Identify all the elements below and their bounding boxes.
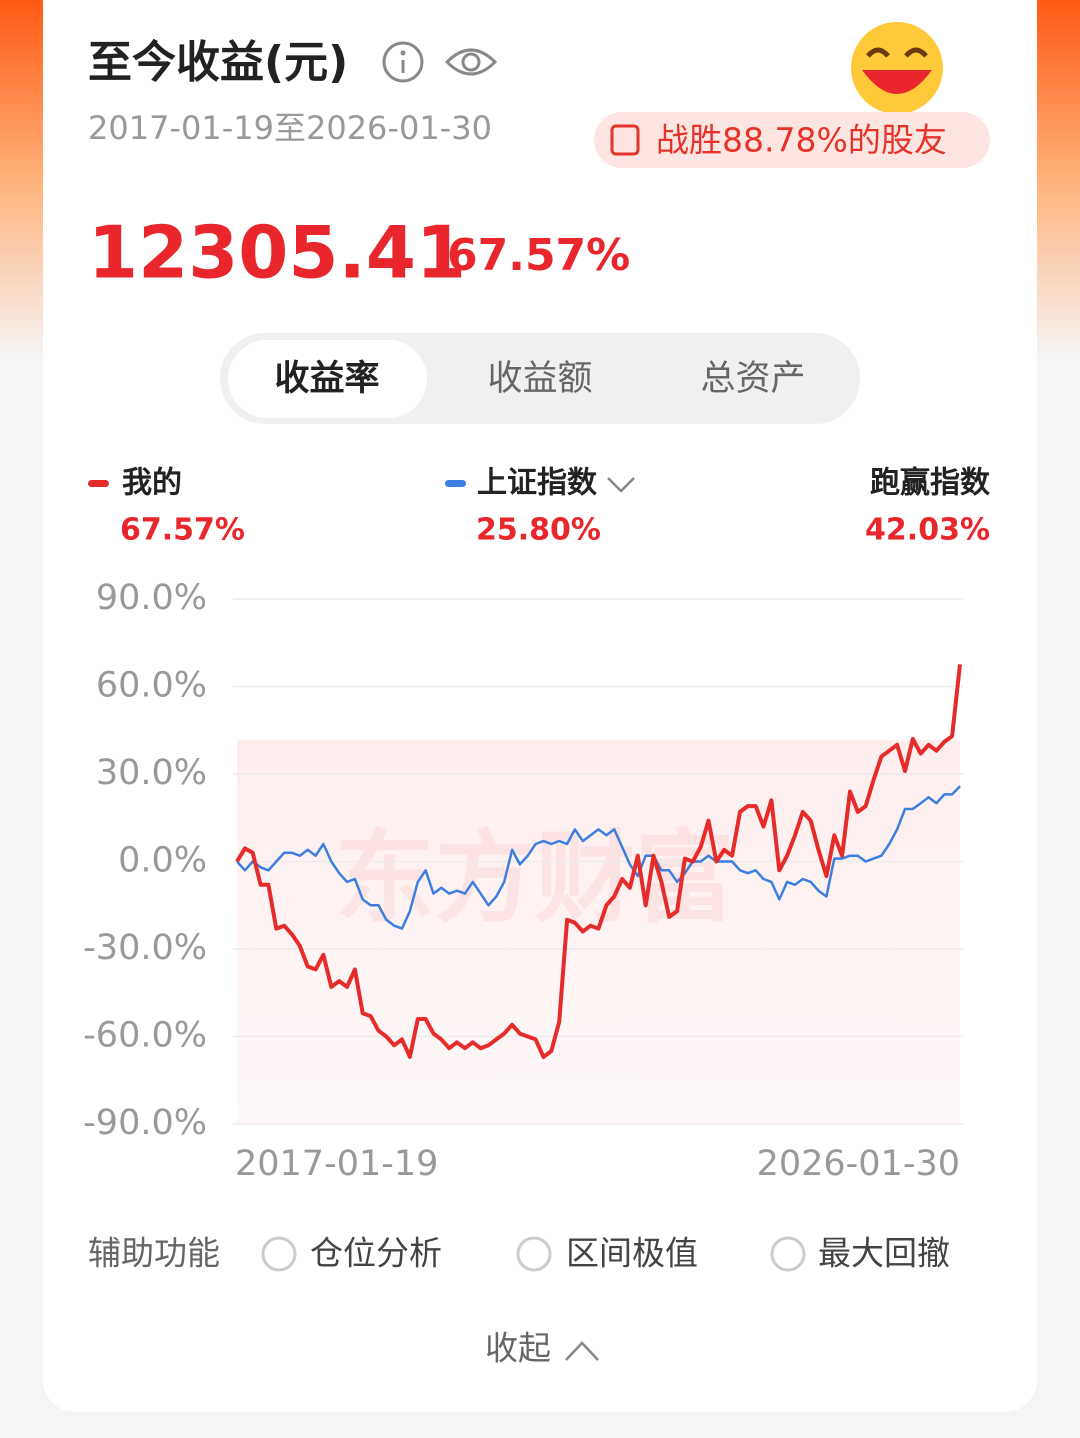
series-line [235,664,962,1059]
collapse-button[interactable]: 收起 [485,1329,599,1368]
date-range: 2017-01-19至2026-01-30 [88,109,492,147]
y-tick-label: 0.0% [118,841,207,881]
x-tick-label: 2026-01-30 [757,1144,960,1184]
tool-option[interactable]: 最大回撤 [770,1234,950,1273]
tab[interactable]: 收益率 [274,359,379,399]
legend-swatch [445,480,466,487]
y-tick-label: 30.0% [96,753,207,793]
tool-option-label: 仓位分析 [310,1234,442,1273]
collapse-label: 收起 [485,1329,551,1368]
active-tab-bg [228,340,427,418]
y-tick-label: -60.0% [83,1016,207,1056]
legend-value: 25.80% [476,513,601,548]
legend-name: 我的 [122,466,182,501]
tool-option-label: 最大回撤 [818,1234,950,1273]
tab[interactable]: 总资产 [700,359,805,399]
emoji [851,22,943,114]
eye-icon[interactable] [444,48,498,76]
total-rate: 67.57% [447,230,630,281]
badge-text: 战胜88.78%的股友 [656,121,947,160]
y-tick-label: 90.0% [96,578,207,618]
info-icon[interactable] [382,41,424,83]
tools-label: 辅助功能 [88,1234,220,1273]
legend-value: 67.57% [120,513,245,548]
total-amount: 12305.41 [88,211,466,295]
tool-option-label: 区间极值 [566,1234,698,1273]
plot-shade [237,740,960,1124]
excess-value: 42.03% [865,513,990,548]
plot: -90.0% -60.0% -30.0% 0.0% 30.0% 60.0% 90.0% 201… [83,578,963,1184]
series-line [236,785,961,930]
x-tick-label: 2017-01-19 [235,1144,438,1184]
legend-swatch [88,480,109,487]
dropdown-icon[interactable] [607,477,635,493]
legend-name[interactable]: 上证指数 [477,466,598,501]
excess-name: 跑赢指数 [870,466,991,501]
y-tick-label: -90.0% [83,1103,207,1143]
tool-option[interactable]: 仓位分析 [261,1234,442,1273]
badge[interactable]: 战胜88.78%的股友 [594,112,990,168]
title: 至今收益(元) [88,37,348,88]
tab[interactable]: 收益额 [487,359,592,399]
y-tick-label: 60.0% [96,666,207,706]
y-tick-label: -30.0% [83,928,207,968]
tool-option[interactable]: 区间极值 [516,1234,698,1273]
